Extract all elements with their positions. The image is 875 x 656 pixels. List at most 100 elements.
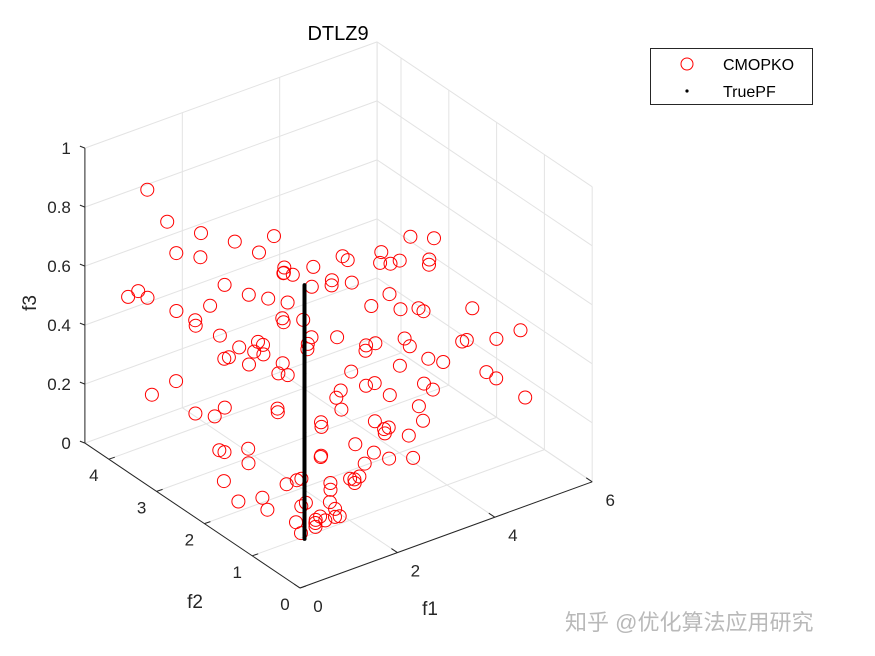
x-tick-label: 6	[605, 491, 614, 510]
cmopko-point	[411, 301, 426, 316]
z-tick-label: 0.8	[47, 198, 71, 217]
cmopko-point	[348, 437, 363, 452]
cmopko-point	[193, 250, 208, 265]
grid-lines	[84, 41, 593, 589]
grid-line-y	[252, 449, 545, 557]
cmopko-point	[344, 364, 359, 379]
cmopko-point	[489, 371, 504, 386]
grid-line-y	[108, 352, 402, 460]
cmopko-point	[260, 502, 275, 517]
cmopko-point	[216, 474, 231, 489]
cmopko-point	[323, 482, 338, 497]
cmopko-point	[344, 275, 359, 290]
cmopko-point	[241, 441, 256, 456]
z-tick-label: 1	[61, 139, 70, 158]
cmopko-point	[231, 494, 246, 509]
cmopko-point	[328, 509, 342, 524]
cmopko-point	[513, 323, 528, 338]
cmopko-point	[252, 245, 266, 260]
cmopko-point	[367, 376, 382, 391]
cmopko-point	[247, 344, 262, 359]
cmopko-point	[324, 273, 339, 288]
cmopko-point	[275, 356, 290, 371]
y-tick-label: 3	[137, 498, 146, 517]
cmopko-point	[207, 409, 222, 424]
truepf-point	[302, 283, 307, 288]
cmopko-point	[422, 257, 436, 272]
cmopko-point	[308, 519, 323, 534]
cmopko-point	[271, 366, 286, 381]
x-axis-line	[299, 481, 593, 589]
cmopko-point	[255, 490, 270, 505]
cmopko-point	[314, 419, 329, 434]
cmopko-point	[304, 279, 319, 294]
grid-line-z	[376, 100, 593, 247]
cmopko-point	[169, 246, 184, 261]
y-tick-label: 4	[89, 466, 98, 485]
cmopko-point	[188, 313, 203, 328]
cmopko-point	[333, 383, 348, 398]
cmopko-point	[377, 426, 392, 441]
cmopko-point	[160, 214, 175, 229]
cmopko-point	[188, 406, 203, 421]
y-axis-label: f2	[187, 592, 203, 613]
z-tick	[79, 263, 86, 267]
grid-line-z	[376, 277, 593, 424]
cmopko-point	[393, 302, 408, 317]
grid-line-z	[84, 100, 378, 208]
z-tick	[79, 381, 86, 385]
chart-title: DTLZ9	[307, 23, 368, 45]
cmopko-point	[324, 278, 339, 293]
cmopko-point	[279, 477, 294, 492]
cmopko-point	[217, 400, 232, 415]
x-tick	[488, 512, 496, 518]
z-tick-label: 0.2	[47, 375, 71, 394]
x-tick	[391, 548, 398, 554]
cmopko-point	[359, 378, 373, 393]
watermark: 知乎 @优化算法应用研究	[565, 610, 813, 635]
y-tick-label: 2	[185, 531, 194, 550]
cmopko-point	[285, 267, 300, 282]
cmopko-point	[332, 509, 347, 524]
cmopko-point	[381, 420, 396, 435]
cmopko-point	[169, 374, 184, 389]
truepf-point	[302, 536, 307, 541]
truepf-point	[302, 312, 307, 317]
cmopko-point	[329, 390, 344, 405]
cmopko-point	[306, 259, 321, 274]
cmopko-point	[340, 253, 355, 268]
y-axis-line	[84, 442, 301, 589]
cmopko-point	[144, 387, 159, 402]
legend: CMOPKO TruePF	[650, 48, 813, 105]
z-tick	[79, 322, 86, 326]
cmopko-point	[280, 368, 295, 383]
cmopko-point	[364, 299, 379, 313]
grid-line-z	[376, 41, 593, 188]
z-tick	[79, 145, 86, 149]
y-tick	[204, 521, 211, 525]
grid-line-z	[376, 336, 593, 483]
cmopko-point	[397, 331, 412, 346]
x-tick-label: 0	[313, 597, 322, 616]
cmopko-point	[421, 351, 436, 366]
cmopko-point	[217, 277, 232, 292]
cmopko-point	[417, 376, 431, 391]
cmopko-point	[392, 358, 407, 373]
cmopko-point	[382, 388, 397, 403]
cmopko-point	[330, 330, 345, 345]
grid-line-y	[204, 416, 497, 525]
cmopko-point	[368, 336, 383, 351]
cmopko-point	[392, 253, 407, 268]
cmopko-point	[479, 365, 494, 380]
cmopko-point	[322, 495, 337, 510]
cmopko-point	[140, 290, 155, 305]
cmopko-point	[294, 526, 308, 541]
cmopko-point	[352, 469, 367, 484]
cmopko-point	[261, 291, 276, 306]
x-tick-label: 4	[508, 526, 517, 545]
cmopko-point	[359, 338, 374, 353]
legend-label-truepf: TruePF	[723, 84, 776, 101]
y-tick	[252, 553, 259, 557]
